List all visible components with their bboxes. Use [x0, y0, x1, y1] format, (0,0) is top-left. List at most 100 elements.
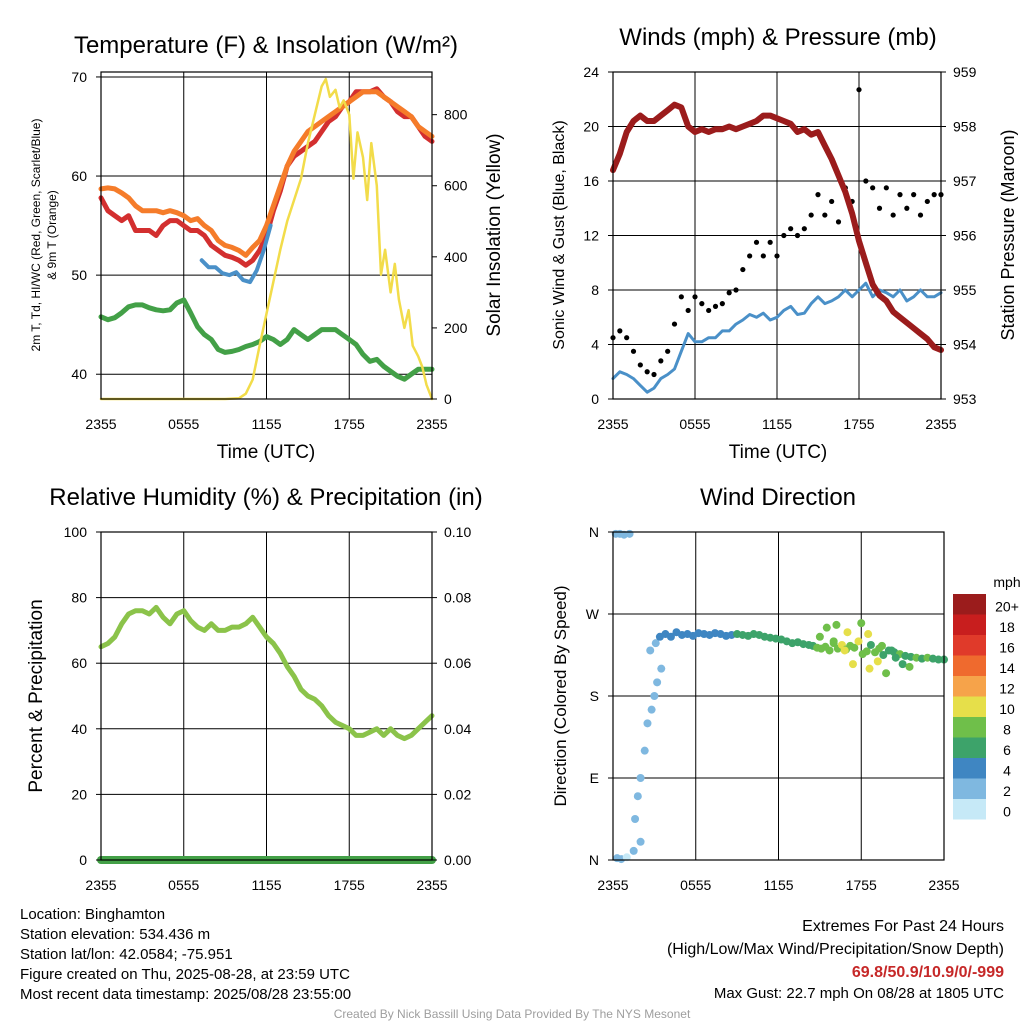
- colorbar-label: 16: [999, 640, 1015, 656]
- extremes-subtitle: (High/Low/Max Wind/Precipitation/Snow De…: [666, 941, 1004, 958]
- speed-colorbar: mph 20+ 18 16 14 12 10 8 6 4 2 0: [953, 574, 1021, 820]
- direction-point: [622, 853, 631, 862]
- temperature-y2-tick-label: 800: [444, 107, 468, 123]
- gust-point: [644, 369, 650, 375]
- colorbar-swatch: [953, 655, 986, 676]
- colorbar-label: 2: [1003, 783, 1011, 799]
- humidity-y2-tick-label: 0.00: [444, 852, 471, 868]
- gust-point: [651, 371, 657, 378]
- location-text: Location: Binghamton: [20, 906, 166, 923]
- direction-point: [815, 632, 824, 641]
- temperature-panel-title: Temperature (F) & Insolation (W/m²): [74, 32, 458, 59]
- direction-point: [636, 774, 645, 782]
- temperature-y-tick-label: 50: [71, 267, 87, 283]
- winds-x-tick-label: 2355: [925, 416, 956, 432]
- gust-point: [890, 212, 896, 218]
- humidity-y2-tick-label: 0.08: [444, 590, 471, 606]
- winds-y-tick-label: 24: [583, 64, 599, 80]
- gust-point: [726, 290, 732, 296]
- direction-point: [646, 646, 655, 655]
- winds-x-tick-label: 2355: [597, 416, 628, 432]
- direction-point: [854, 637, 863, 646]
- gust-point: [829, 198, 835, 205]
- colorbar-swatch: [953, 758, 986, 779]
- humidity-x-tick-label: 2355: [85, 877, 116, 893]
- gust-point: [883, 185, 889, 191]
- gust-point: [747, 253, 753, 259]
- heat_index-line: [199, 223, 273, 285]
- gust-point: [671, 321, 678, 327]
- recent-data-text: Most recent data timestamp: 2025/08/28 2…: [20, 986, 352, 1003]
- direction-point: [864, 630, 873, 639]
- gust-point: [760, 253, 766, 259]
- gust-point: [856, 87, 862, 93]
- direction-point: [629, 846, 638, 855]
- gust-point: [870, 185, 876, 191]
- winds-panel-title: Winds (mph) & Pressure (mb): [619, 24, 936, 51]
- humidity-y-tick-label: 0: [79, 852, 87, 868]
- direction-point: [857, 619, 866, 628]
- direction-point: [666, 632, 675, 641]
- gust-point: [685, 307, 691, 314]
- direction-point: [887, 646, 896, 655]
- direction-y-tick-label: N: [589, 524, 599, 540]
- direction-y-tick-label: S: [590, 688, 599, 704]
- winds-ylabel-left: Sonic Wind & Gust (Blue, Black): [551, 120, 568, 349]
- direction-point: [829, 637, 838, 646]
- latlon-text: Station lat/lon: 42.0584; -75.951: [20, 946, 233, 963]
- colorbar-label: 0: [1003, 804, 1011, 820]
- colorbar-label: 20+: [995, 599, 1019, 615]
- direction-point: [865, 664, 874, 673]
- winds-y-tick-label: 8: [591, 282, 599, 298]
- gust-point: [876, 205, 883, 211]
- temperature-y-tick-label: 70: [71, 69, 87, 85]
- direction-x-tick-label: 1155: [763, 877, 793, 893]
- temperature-y2-tick-label: 200: [444, 320, 468, 336]
- gust-point: [767, 239, 773, 245]
- colorbar-label: 18: [999, 619, 1015, 635]
- colorbar-swatch: [953, 614, 986, 635]
- gust-point: [637, 362, 643, 368]
- temperature-x-tick-label: 0555: [168, 416, 199, 432]
- direction-point: [625, 529, 634, 538]
- humidity-y2-tick-label: 0.04: [444, 721, 471, 737]
- gust-point: [801, 226, 807, 232]
- gust-point: [753, 239, 760, 245]
- created-text: Figure created on Thu, 2025-08-28, at 23…: [20, 966, 350, 983]
- direction-y-tick-label: E: [590, 770, 599, 786]
- winds-lines: [610, 87, 944, 394]
- direction-point: [891, 653, 900, 662]
- winds-x-tick-label: 1755: [843, 416, 874, 432]
- direction-point: [848, 660, 857, 669]
- colorbar-swatch: [953, 737, 986, 758]
- extremes-values: 69.8/50.9/10.9/0/-999: [851, 964, 1004, 981]
- winds-ticks: 2355 0555 1155 1755 2355 0 4 8 12 16 20 24 953 954 955…: [583, 64, 976, 432]
- humidity-y-tick-label: 80: [71, 590, 87, 606]
- winds-y2-tick-label: 955: [953, 282, 977, 298]
- humidity-y2-tick-label: 0.02: [444, 786, 471, 802]
- temperature-y2-tick-label: 400: [444, 249, 468, 265]
- gust-point: [822, 212, 828, 218]
- direction-point: [843, 628, 852, 637]
- temperature-x-tick-label: 1155: [251, 416, 281, 432]
- temperature-ticks: 2355 0555 1155 1755 2355 40 50 60 70 0 200 400 600 80…: [71, 69, 467, 432]
- insolation-line: [99, 77, 434, 401]
- gust-point: [931, 192, 937, 198]
- winds-y2-tick-label: 958: [953, 119, 977, 135]
- winds-y-tick-label: 16: [583, 173, 599, 189]
- gust-point: [719, 301, 725, 307]
- direction-ylabel-left: Direction (Colored By Speed): [551, 585, 570, 806]
- direction-point: [631, 815, 640, 823]
- temperature-ylabel-right: Solar Insolation (Yellow): [484, 133, 505, 336]
- winds-x-tick-label: 0555: [679, 416, 710, 432]
- direction-point: [862, 647, 871, 656]
- colorbar-swatch: [953, 717, 986, 738]
- direction-point: [636, 837, 645, 846]
- direction-x-tick-label: 1755: [846, 877, 877, 893]
- gust-point: [706, 307, 712, 314]
- gust-point: [658, 358, 664, 364]
- temperature-xlabel: Time (UTC): [217, 442, 316, 463]
- colorbar-swatch: [953, 635, 986, 656]
- pressure-line: [610, 101, 944, 353]
